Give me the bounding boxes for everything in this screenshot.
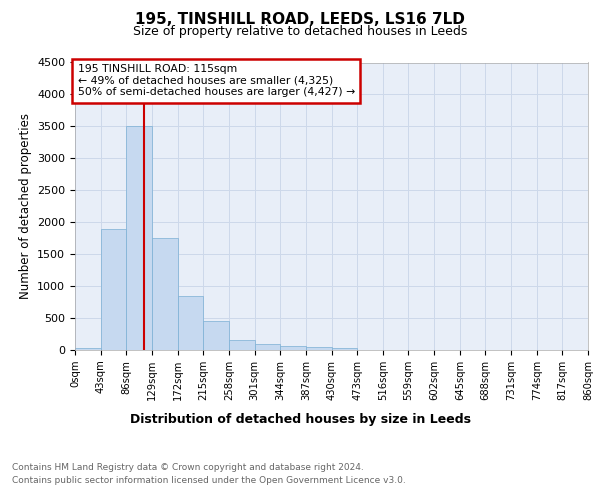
Bar xyxy=(127,126,152,350)
Bar xyxy=(178,296,203,350)
Bar xyxy=(280,346,306,350)
Bar xyxy=(254,344,280,350)
Bar xyxy=(331,348,357,350)
Text: Distribution of detached houses by size in Leeds: Distribution of detached houses by size … xyxy=(130,412,470,426)
Text: Contains HM Land Registry data © Crown copyright and database right 2024.: Contains HM Land Registry data © Crown c… xyxy=(12,462,364,471)
Text: Contains public sector information licensed under the Open Government Licence v3: Contains public sector information licen… xyxy=(12,476,406,485)
Bar xyxy=(203,322,229,350)
Bar xyxy=(152,238,178,350)
Bar xyxy=(306,347,331,350)
Text: 195 TINSHILL ROAD: 115sqm
← 49% of detached houses are smaller (4,325)
50% of se: 195 TINSHILL ROAD: 115sqm ← 49% of detac… xyxy=(77,64,355,97)
Text: 195, TINSHILL ROAD, LEEDS, LS16 7LD: 195, TINSHILL ROAD, LEEDS, LS16 7LD xyxy=(135,12,465,28)
Y-axis label: Number of detached properties: Number of detached properties xyxy=(19,114,32,299)
Bar xyxy=(101,228,127,350)
Bar xyxy=(229,340,254,350)
Bar xyxy=(75,348,101,350)
Text: Size of property relative to detached houses in Leeds: Size of property relative to detached ho… xyxy=(133,25,467,38)
